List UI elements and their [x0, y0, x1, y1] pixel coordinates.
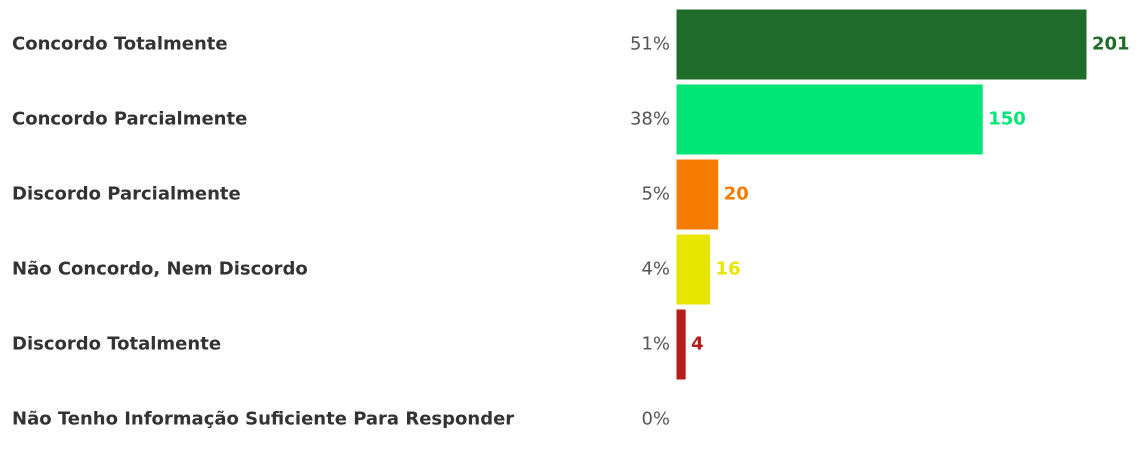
- value-label: 201: [1092, 34, 1130, 55]
- bar: [676, 84, 983, 155]
- percent-label: 38%: [630, 109, 670, 130]
- bar: [676, 9, 1087, 80]
- percent-label: 1%: [641, 334, 670, 355]
- bar: [676, 309, 686, 380]
- category-label: Concordo Parcialmente: [12, 109, 247, 130]
- bar: [676, 159, 719, 230]
- value-label: 4: [691, 334, 704, 355]
- percent-label: 0%: [641, 409, 670, 430]
- value-label: 20: [724, 184, 749, 205]
- category-label: Não Tenho Informação Suficiente Para Res…: [12, 409, 514, 430]
- category-label: Não Concordo, Nem Discordo: [12, 259, 308, 280]
- category-label: Discordo Totalmente: [12, 334, 221, 355]
- value-label: 150: [988, 109, 1026, 130]
- bar: [676, 234, 711, 305]
- percent-label: 4%: [641, 259, 670, 280]
- percent-label: 5%: [641, 184, 670, 205]
- value-label: 16: [716, 259, 741, 280]
- percent-label: 51%: [630, 34, 670, 55]
- category-label: Concordo Totalmente: [12, 34, 228, 55]
- category-label: Discordo Parcialmente: [12, 184, 241, 205]
